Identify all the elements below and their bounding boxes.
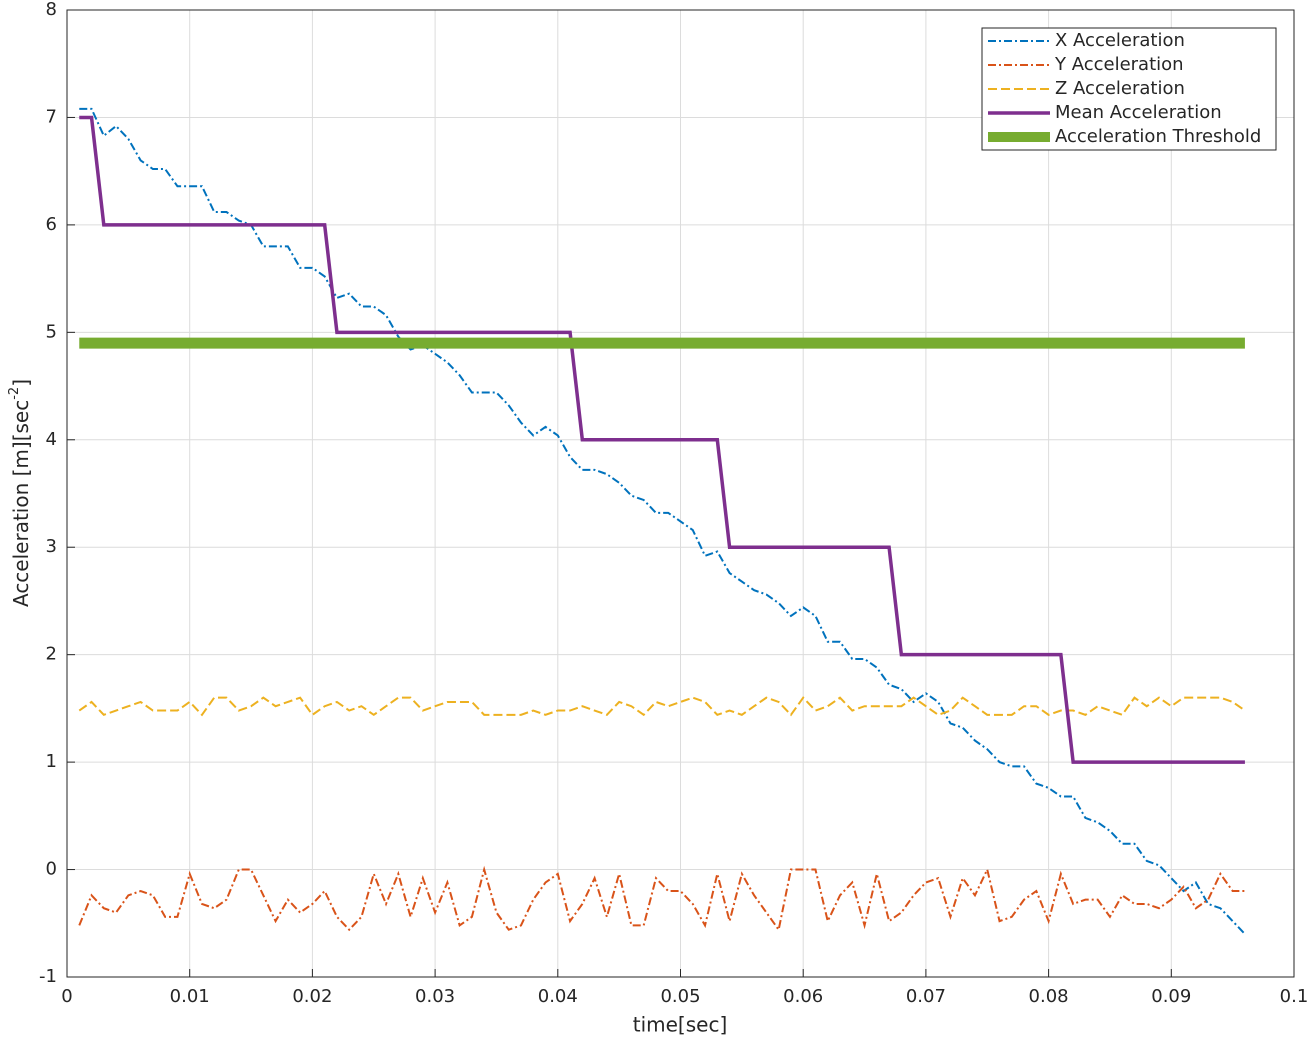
x-tick-label: 0.04: [538, 986, 578, 1007]
legend-label: X Acceleration: [1055, 30, 1185, 51]
y-tick-label: 6: [46, 214, 57, 235]
x-tick-label: 0.05: [660, 986, 700, 1007]
y-tick-label: -1: [39, 966, 57, 987]
plot-area: [66, 9, 1295, 978]
y-tick-label: 0: [46, 859, 57, 880]
y-axis-label-superscript: -2: [7, 387, 22, 400]
y-tick-label: 1: [46, 751, 57, 772]
x-tick-label: 0.01: [170, 986, 210, 1007]
x-tick-label: 0.03: [415, 986, 455, 1007]
legend-label: Z Acceleration: [1055, 78, 1185, 99]
series-line: [78, 696, 1246, 717]
series-line: [79, 107, 1246, 935]
y-tick-label: 2: [46, 644, 57, 665]
y-tick-label: 3: [46, 536, 57, 557]
x-tick-label: 0.02: [292, 986, 332, 1007]
x-tick-label: 0: [61, 986, 72, 1007]
legend-label: Mean Acceleration: [1055, 102, 1222, 123]
y-axis-label-suffix: ]: [9, 379, 33, 387]
y-axis-label-text: Acceleration [m][sec: [9, 400, 33, 607]
y-tick-label: 8: [46, 0, 57, 20]
x-tick-label: 0.06: [783, 986, 823, 1007]
y-tick-label: 7: [46, 106, 57, 127]
x-tick-label: 0.07: [906, 986, 946, 1007]
x-tick-label: 0.1: [1280, 986, 1309, 1007]
x-tick-label: 0.08: [1029, 986, 1069, 1007]
series-line: [78, 865, 1245, 933]
y-tick-label: 4: [46, 429, 57, 450]
x-tick-label: 0.09: [1151, 986, 1191, 1007]
legend-label: Y Acceleration: [1054, 54, 1184, 75]
y-tick-label: 5: [46, 321, 57, 342]
legend-label: Acceleration Threshold: [1055, 126, 1261, 147]
x-axis-label: time[sec]: [633, 1013, 728, 1037]
y-axis-label: Acceleration [m][sec-2]: [7, 379, 33, 607]
series-line: [79, 115, 1245, 764]
